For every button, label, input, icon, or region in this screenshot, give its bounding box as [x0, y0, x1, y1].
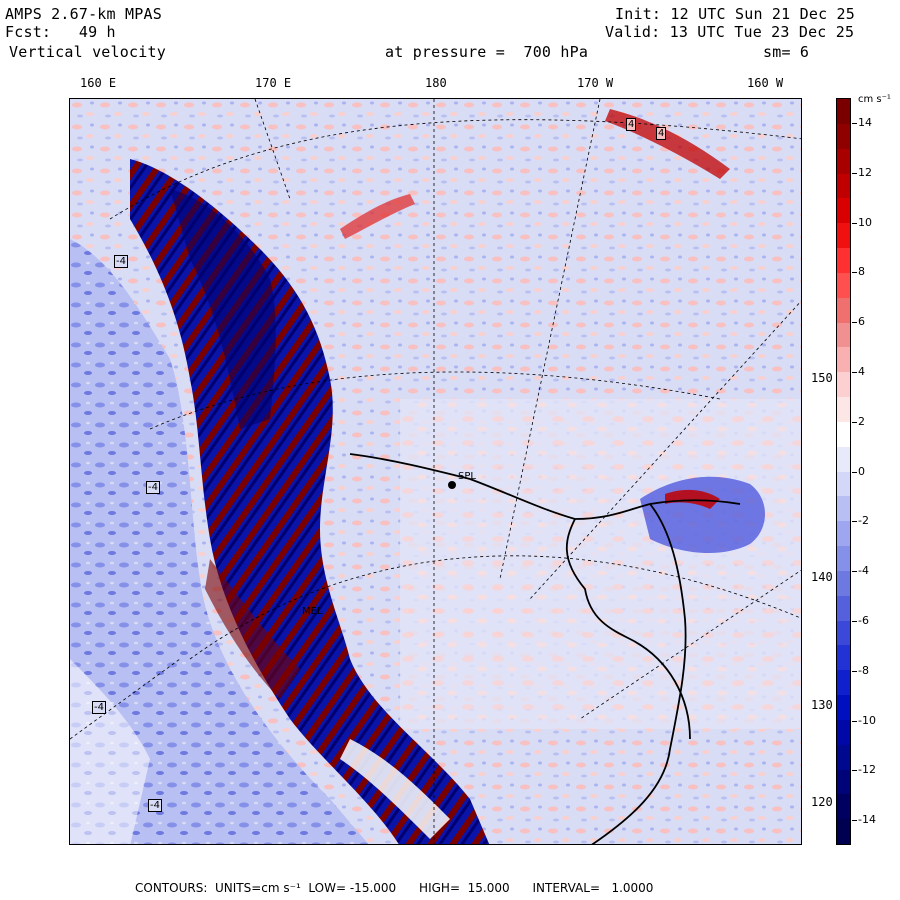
contour-label: 4	[656, 127, 667, 140]
colorbar-tick	[852, 371, 857, 373]
map-canvas	[70, 99, 801, 844]
contour-label: -4	[114, 255, 128, 268]
colorbar-tick	[852, 172, 857, 174]
colorbar-segment	[837, 769, 850, 795]
lon-label-170w: 170 W	[577, 76, 614, 90]
valid-time: Valid: 13 UTC Tue 23 Dec 25	[605, 23, 855, 41]
colorbar-segment	[837, 173, 850, 199]
colorbar-segment	[837, 372, 850, 398]
colorbar-segment	[837, 471, 850, 497]
colorbar-segment	[837, 695, 850, 721]
colorbar-tick	[852, 272, 857, 274]
colorbar-segment	[837, 148, 850, 174]
colorbar-tick	[852, 770, 857, 772]
vertical-velocity-map: SPL MEL -4 -4 -4 4 4 -4	[69, 98, 802, 845]
colorbar-tick	[852, 421, 857, 423]
colorbar-tick	[852, 122, 857, 124]
colorbar-segment	[837, 123, 850, 150]
colorbar-label: -12	[858, 763, 876, 777]
colorbar-tick	[852, 670, 857, 672]
colorbar-tick	[852, 620, 857, 622]
colorbar-segment	[837, 322, 850, 348]
colorbar-segment	[837, 670, 850, 696]
colorbar-segment	[837, 819, 850, 845]
colorbar-segment	[837, 794, 850, 820]
colorbar-units: cm s⁻¹	[858, 94, 891, 105]
colorbar-segment	[837, 297, 850, 323]
positive-streak-n	[340, 194, 415, 239]
contour-label: -4	[146, 481, 160, 494]
colorbar-segment	[837, 446, 850, 472]
plateau-field	[400, 399, 801, 729]
lon-label-180: 180	[425, 76, 447, 90]
colorbar-segment	[837, 421, 850, 448]
colorbar-segment	[837, 521, 850, 547]
colorbar-segment	[837, 645, 850, 671]
colorbar-label: -2	[858, 514, 869, 528]
mountain-core-south	[205, 559, 300, 699]
coastline	[349, 453, 741, 844]
colorbar-segment	[837, 198, 850, 224]
colorbar-segment	[837, 744, 850, 770]
field-name: Vertical velocity	[9, 43, 166, 61]
colorbar-label: 0	[858, 464, 865, 478]
colorbar-tick	[852, 720, 857, 722]
colorbar-label: -10	[858, 713, 876, 727]
lon-label-160e: 160 E	[80, 76, 117, 90]
station-marker-spl	[448, 481, 456, 489]
colorbar-segment	[837, 595, 850, 621]
colorbar-tick	[852, 222, 857, 224]
colorbar-segment	[837, 347, 850, 373]
colorbar-tick	[852, 322, 857, 324]
colorbar-segment	[837, 248, 850, 274]
colorbar-tick	[852, 521, 857, 523]
colorbar-segment	[837, 546, 850, 572]
colorbar-label: 10	[858, 215, 872, 229]
station-label-spl: SPL	[458, 471, 476, 482]
contour-label: 4	[626, 118, 637, 131]
colorbar	[836, 98, 851, 845]
smoothing-value: sm= 6	[763, 43, 810, 61]
terrain-blank-south	[340, 739, 450, 839]
colorbar-label: -6	[858, 613, 869, 627]
colorbar-label: 14	[858, 115, 872, 129]
contour-label: -4	[148, 799, 162, 812]
colorbar-segment	[837, 620, 850, 646]
init-time: Init: 12 UTC Sun 21 Dec 25	[615, 5, 855, 23]
contour-label: -4	[92, 701, 106, 714]
model-title: AMPS 2.67-km MPAS	[5, 5, 162, 23]
colorbar-segment	[837, 99, 850, 125]
colorbar-label: -14	[858, 813, 876, 827]
colorbar-tick	[852, 820, 857, 822]
station-label-mel: MEL	[302, 606, 323, 617]
colorbar-label: 2	[858, 414, 865, 428]
colorbar-tick	[852, 571, 857, 573]
colorbar-segment	[837, 496, 850, 522]
colorbar-label: 12	[858, 165, 872, 179]
colorbar-segment	[837, 397, 850, 423]
contour-info: CONTOURS: UNITS=cm s⁻¹ LOW= -15.000 HIGH…	[135, 881, 654, 895]
colorbar-label: 4	[858, 364, 865, 378]
no-data-corner	[70, 659, 150, 844]
colorbar-tick	[852, 471, 857, 473]
colorbar-label: -4	[858, 564, 869, 578]
lon-label-170e: 170 E	[255, 76, 292, 90]
negative-region-west	[70, 239, 369, 844]
colorbar-segment	[837, 223, 850, 249]
colorbar-segment	[837, 570, 850, 597]
graticule	[70, 99, 801, 844]
colorbar-label: 6	[858, 315, 865, 329]
pressure-level: at pressure = 700 hPa	[385, 43, 589, 61]
mountain-core-north	[170, 189, 276, 429]
colorbar-segment	[837, 719, 850, 746]
colorbar-label: -8	[858, 663, 869, 677]
lon-label-160w: 160 W	[747, 76, 784, 90]
colorbar-segment	[837, 272, 850, 299]
forecast-hour: Fcst: 49 h	[5, 23, 116, 41]
colorbar-label: 8	[858, 265, 865, 279]
